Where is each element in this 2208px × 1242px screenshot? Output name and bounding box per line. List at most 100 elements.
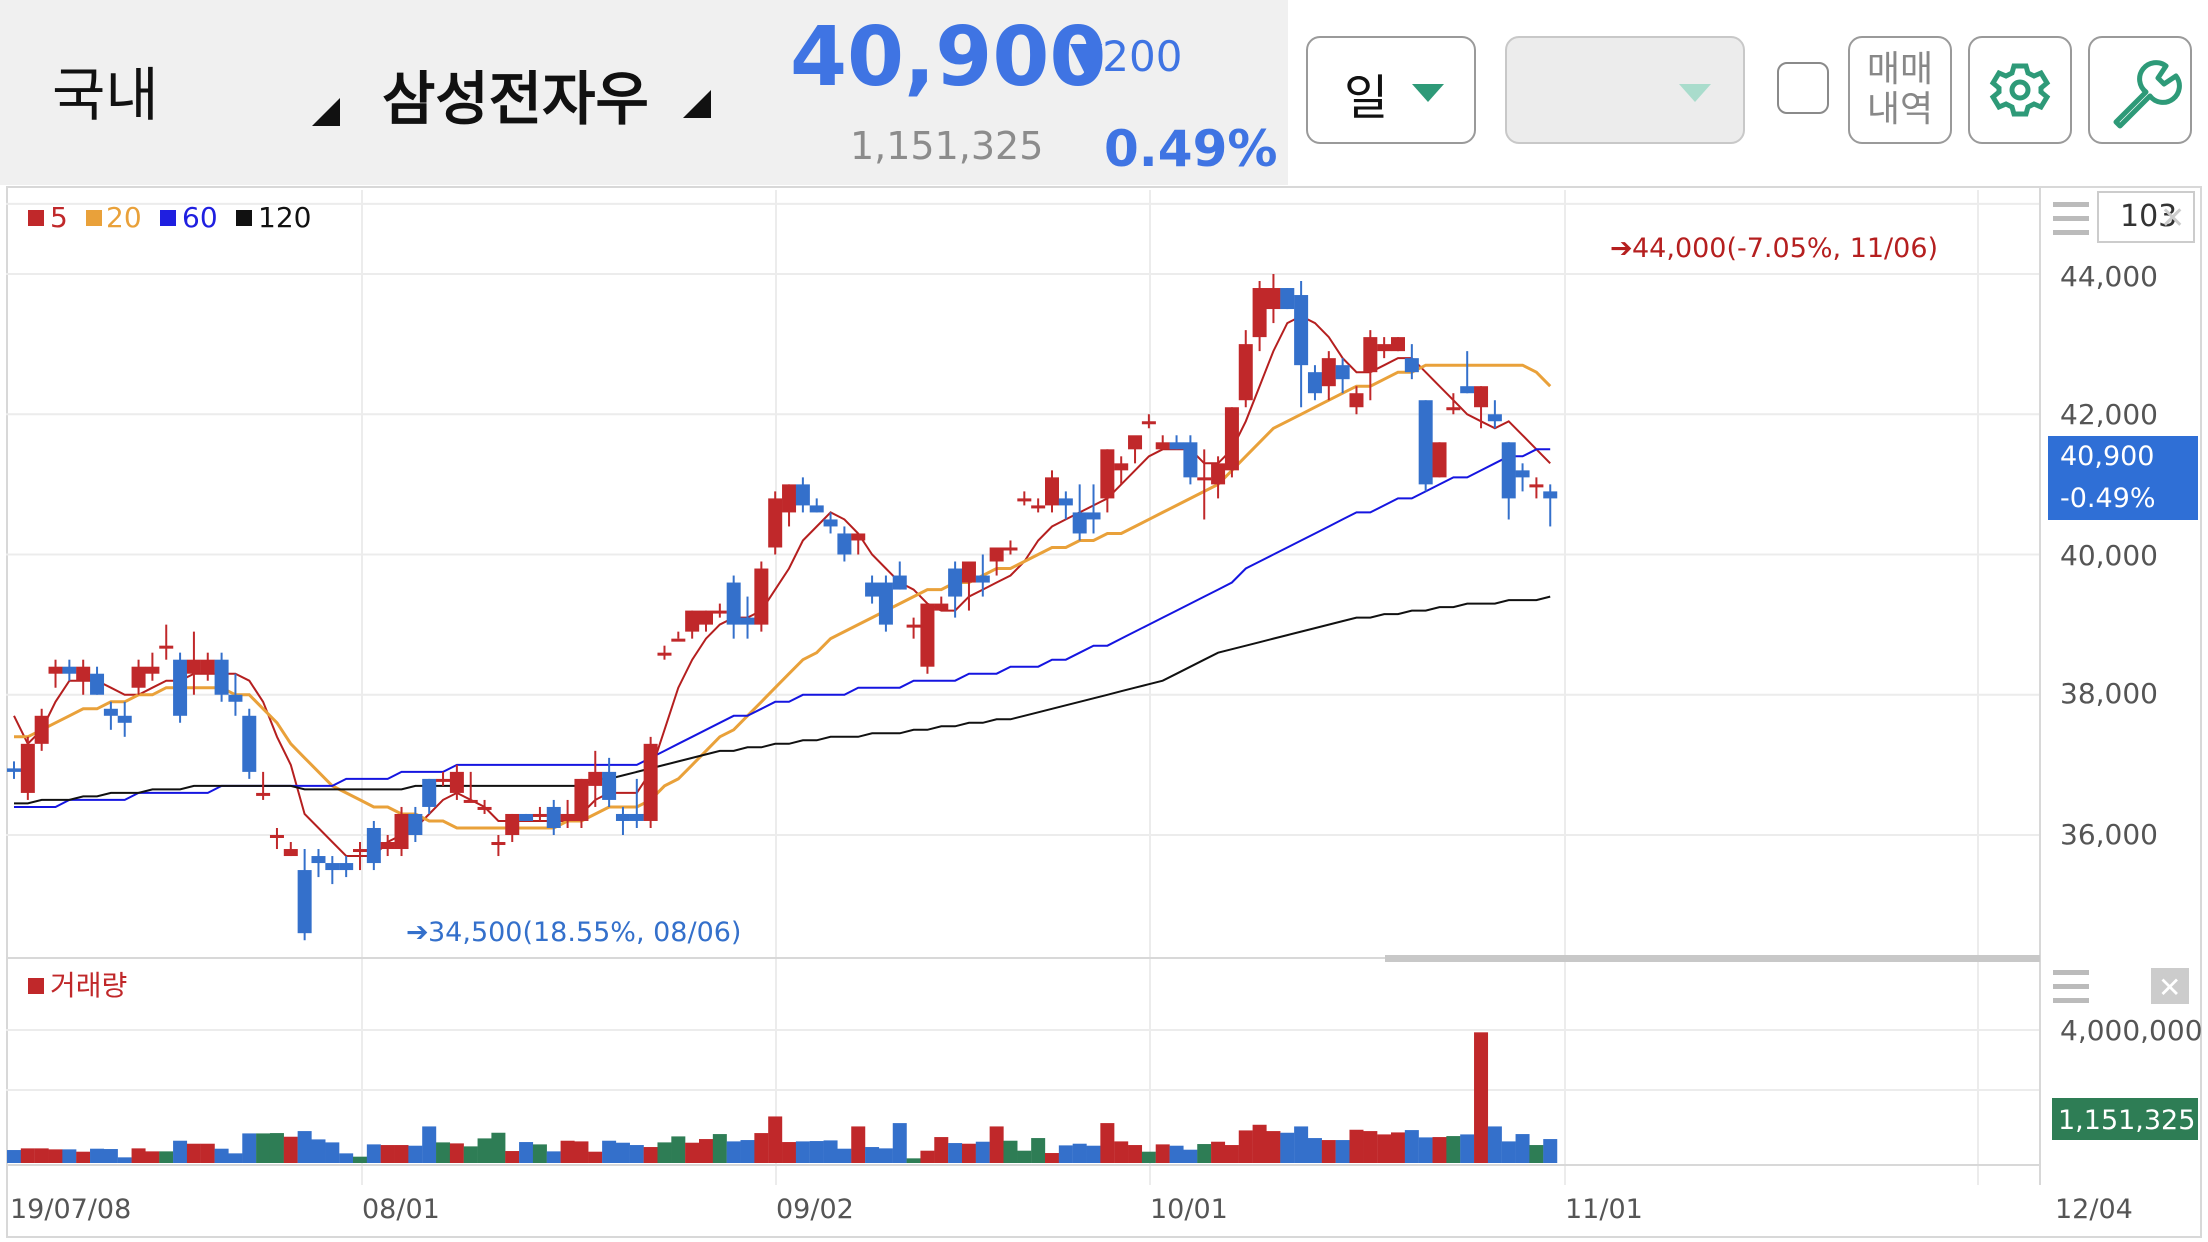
volume-bar xyxy=(809,1141,824,1163)
market-dropdown-icon[interactable] xyxy=(312,98,340,126)
candle-body xyxy=(768,498,783,548)
volume-bar xyxy=(532,1144,547,1163)
candle-body xyxy=(546,806,561,828)
ma5-line xyxy=(13,314,1551,857)
volume-bar xyxy=(1487,1126,1502,1163)
candle-body xyxy=(1474,386,1489,408)
volume-bar xyxy=(1197,1144,1212,1163)
volume-bar xyxy=(795,1141,810,1163)
candle-body xyxy=(311,856,326,864)
settings-button[interactable] xyxy=(1968,36,2072,144)
candle-body xyxy=(532,813,547,817)
period-select[interactable]: 일 xyxy=(1306,36,1476,144)
ma120-line xyxy=(14,595,1551,805)
volume-axis-tick: 4,000,000 xyxy=(2060,1014,2203,1047)
candle-body xyxy=(726,582,741,625)
date-axis-tick: 11/01 xyxy=(1565,1194,1643,1225)
volume-bar xyxy=(878,1148,893,1163)
volume-bar xyxy=(491,1132,506,1163)
candle-body xyxy=(1252,288,1267,338)
candle-body xyxy=(228,694,243,702)
price-axis-tick: 38,000 xyxy=(2060,677,2158,710)
chevron-down-icon xyxy=(1412,84,1444,102)
legend-swatch-ma60 xyxy=(160,210,176,226)
candle-body xyxy=(297,870,312,934)
candle-body xyxy=(242,715,257,772)
candle-body xyxy=(380,842,395,850)
high-arrow-icon: ➔ xyxy=(1610,233,1633,264)
volume-bar xyxy=(269,1133,284,1163)
candle-body xyxy=(76,666,91,681)
volume-bar xyxy=(90,1148,105,1163)
candle-body xyxy=(90,673,105,695)
candle-body xyxy=(685,610,700,632)
volume-bar xyxy=(1252,1124,1267,1163)
candle-body xyxy=(1280,288,1295,310)
volume-bar xyxy=(837,1148,852,1163)
volume-bar xyxy=(892,1123,907,1163)
volume-bar xyxy=(961,1143,976,1163)
volume-panel-menu-icon[interactable] xyxy=(2053,970,2089,1003)
volume-bar xyxy=(615,1142,630,1163)
candle-body xyxy=(1238,344,1253,401)
volume-bar xyxy=(173,1140,188,1163)
candle-body xyxy=(436,778,451,782)
volume-bar xyxy=(20,1148,35,1163)
legend-swatch-ma20 xyxy=(86,210,102,226)
candle-body xyxy=(1100,449,1115,499)
volume-bar xyxy=(297,1131,312,1163)
volume-bar xyxy=(989,1126,1004,1163)
current-volume-tag-value: 1,151,325 xyxy=(2058,1105,2195,1136)
volume-bar xyxy=(602,1140,617,1163)
volume-bar xyxy=(1058,1145,1073,1163)
volume-bar xyxy=(394,1145,409,1163)
candle-body xyxy=(1487,414,1502,422)
volume-bar xyxy=(712,1134,727,1163)
volume-bar xyxy=(1183,1149,1198,1163)
chevron-down-icon xyxy=(1679,84,1711,102)
volume-bar xyxy=(851,1126,866,1163)
volume-bar xyxy=(948,1143,963,1163)
candle-body xyxy=(1432,442,1447,478)
zoom-count-box[interactable] xyxy=(2097,191,2195,243)
volume-bar xyxy=(103,1149,118,1163)
volume-bar xyxy=(325,1142,340,1163)
volume-bar xyxy=(823,1140,838,1163)
close-icon[interactable]: ✕ xyxy=(2160,201,2185,236)
candle-body xyxy=(560,813,575,821)
volume-bar xyxy=(1238,1130,1253,1163)
candle-body xyxy=(1128,435,1143,450)
volume-bar xyxy=(1211,1141,1226,1163)
stock-dropdown-icon[interactable] xyxy=(683,90,711,118)
volume-bar xyxy=(117,1157,132,1163)
stock-name-selector[interactable]: 삼성전자우 xyxy=(382,65,649,133)
price-axis-tick: 42,000 xyxy=(2060,398,2158,431)
tools-button[interactable] xyxy=(2088,36,2192,144)
overlay-checkbox[interactable] xyxy=(1777,62,1829,114)
candle-body xyxy=(34,715,49,744)
candle-body xyxy=(1224,407,1239,471)
volume-bar xyxy=(1377,1134,1392,1163)
volume-panel-close-button[interactable] xyxy=(2151,968,2189,1004)
price-change: ▼200 xyxy=(1070,32,1183,81)
candle-body xyxy=(1529,484,1544,488)
candle-body xyxy=(1515,470,1530,478)
candle-body xyxy=(1086,512,1101,520)
volume-bar xyxy=(1224,1145,1239,1163)
price-axis-tick: 44,000 xyxy=(2060,260,2158,293)
indicator-select[interactable] xyxy=(1505,36,1745,144)
trade-history-button[interactable]: 매매 내역 xyxy=(1848,36,1952,144)
candle-body xyxy=(491,842,506,846)
market-selector[interactable]: 국내 xyxy=(52,61,159,129)
panel-resize-handle[interactable] xyxy=(1385,955,2040,962)
volume-bar xyxy=(1114,1141,1129,1163)
candle-body xyxy=(422,778,437,807)
volume-bar xyxy=(1404,1130,1419,1163)
volume-legend-swatch xyxy=(28,978,44,994)
period-select-label: 일 xyxy=(1344,70,1389,126)
price-panel-menu-icon[interactable] xyxy=(2053,202,2089,235)
volume-bar xyxy=(1335,1140,1350,1163)
low-price-annotation: 34,500(18.55%, 08/06) xyxy=(428,917,741,948)
date-axis-tick: 09/02 xyxy=(776,1194,854,1225)
